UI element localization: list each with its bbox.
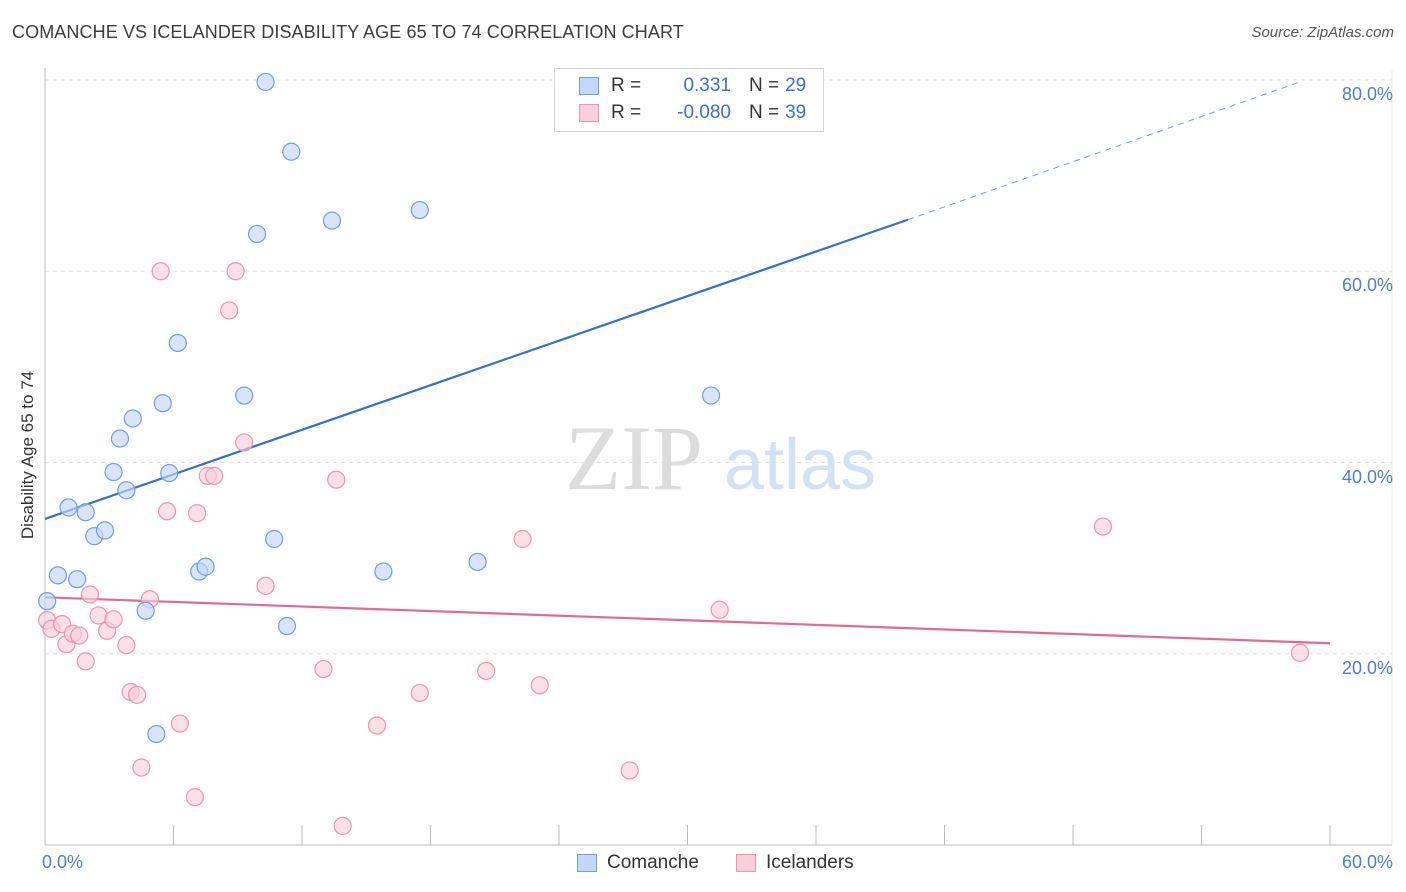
icelanders-point	[220, 301, 239, 320]
x-tick-label-max: 60.0%	[1341, 852, 1393, 872]
icelanders-point	[513, 529, 532, 549]
legend-item-comanche: Comanche	[577, 852, 699, 874]
icelanders-point	[367, 716, 387, 735]
legend-label-comanche: Comanche	[607, 852, 699, 873]
y-tick-label: 80.0%	[1341, 84, 1393, 104]
x-tick-label-min: 0.0%	[42, 852, 84, 872]
comanche-point	[68, 570, 87, 589]
trend-line-comanche-extension	[907, 81, 1301, 221]
comanche-point	[410, 200, 429, 220]
comanche-point	[168, 333, 187, 353]
watermark-atlas: atlas	[724, 425, 876, 505]
n-value: 39	[785, 102, 807, 123]
n-label: N =	[749, 102, 780, 123]
icelanders-point	[157, 502, 177, 521]
n-label: N =	[749, 75, 780, 96]
legend-swatch-icelanders	[736, 854, 756, 872]
icelanders-point	[333, 816, 352, 835]
y-tick-label: 60.0%	[1341, 275, 1393, 296]
chart-title: COMANCHE VS ICELANDER DISABILITY AGE 65 …	[12, 22, 684, 42]
icelanders-point	[710, 600, 729, 619]
icelanders-point	[80, 585, 100, 604]
source-credit: Source: ZipAtlas.com	[1251, 24, 1394, 41]
stats-row-comanche: R = 0.331 N = 29	[579, 73, 806, 99]
comanche-point	[322, 211, 342, 230]
icelanders-point	[477, 661, 496, 681]
comanche-point	[277, 616, 297, 636]
comanche-point	[468, 552, 487, 572]
comanche-point	[374, 562, 393, 581]
icelanders-point	[410, 683, 429, 703]
r-label: R =	[611, 75, 642, 96]
icelanders-point	[170, 714, 190, 733]
icelanders-point	[205, 466, 224, 485]
comanche-point	[38, 592, 57, 611]
axes	[44, 68, 1392, 846]
correlation-stats-box: R = 0.331 N = 29 R = -0.080 N = 39	[554, 68, 824, 132]
comanche-swatch	[579, 77, 599, 95]
y-tick-label: 40.0%	[1341, 466, 1393, 487]
comanche-point	[123, 409, 142, 428]
trend-lines	[44, 81, 1331, 645]
icelanders-point	[1093, 517, 1113, 536]
icelanders-point	[1290, 643, 1310, 662]
legend-item-icelanders: Icelanders	[736, 852, 854, 874]
comanche-point	[95, 521, 115, 540]
icelanders-point	[132, 758, 151, 777]
icelanders-point	[314, 659, 333, 679]
comanche-point	[136, 601, 155, 620]
icelanders-point	[620, 761, 639, 780]
comanche-point	[147, 724, 166, 744]
y-tick-label: 20.0%	[1341, 657, 1393, 678]
watermark: ZIP atlas	[565, 407, 876, 509]
comanche-point	[59, 498, 78, 517]
comanche-point	[196, 557, 215, 576]
icelanders-point	[185, 788, 205, 807]
watermark-zip: ZIP	[565, 407, 703, 509]
trend-line-comanche	[44, 218, 909, 520]
comanche-point	[247, 224, 267, 244]
comanche-point	[104, 462, 123, 482]
comanche-point	[48, 566, 67, 585]
n-value: 29	[785, 75, 807, 96]
icelanders-point	[256, 576, 275, 595]
icelanders-swatch	[579, 104, 599, 122]
icelanders-point	[89, 606, 108, 625]
r-value: 0.331	[683, 75, 731, 96]
icelanders-point	[151, 262, 170, 281]
data-points	[38, 72, 1310, 835]
comanche-point	[117, 481, 136, 500]
icelanders-point	[117, 636, 136, 655]
icelanders-point	[235, 433, 254, 452]
comanche-point	[701, 386, 721, 405]
icelanders-point	[104, 610, 123, 629]
icelanders-point	[127, 685, 147, 704]
icelanders-point	[226, 262, 245, 281]
icelanders-point	[327, 470, 346, 489]
comanche-point	[256, 72, 275, 92]
stats-row-icelanders: R = -0.080 N = 39	[579, 100, 806, 126]
comanche-point	[160, 463, 179, 483]
icelanders-point	[530, 676, 549, 695]
icelanders-point	[187, 504, 207, 523]
legend-label-icelanders: Icelanders	[766, 852, 854, 873]
icelanders-point	[76, 652, 95, 671]
comanche-point	[265, 529, 284, 549]
legend-swatch-comanche	[577, 854, 597, 872]
comanche-point	[153, 394, 172, 413]
r-value: -0.080	[677, 102, 731, 123]
trend-line-icelanders	[44, 596, 1331, 645]
comanche-point	[235, 386, 254, 405]
icelanders-point	[70, 626, 89, 645]
comanche-point	[282, 142, 301, 161]
gridlines	[45, 70, 1393, 845]
comanche-point	[110, 429, 130, 448]
comanche-point	[76, 503, 95, 522]
r-label: R =	[611, 102, 642, 123]
